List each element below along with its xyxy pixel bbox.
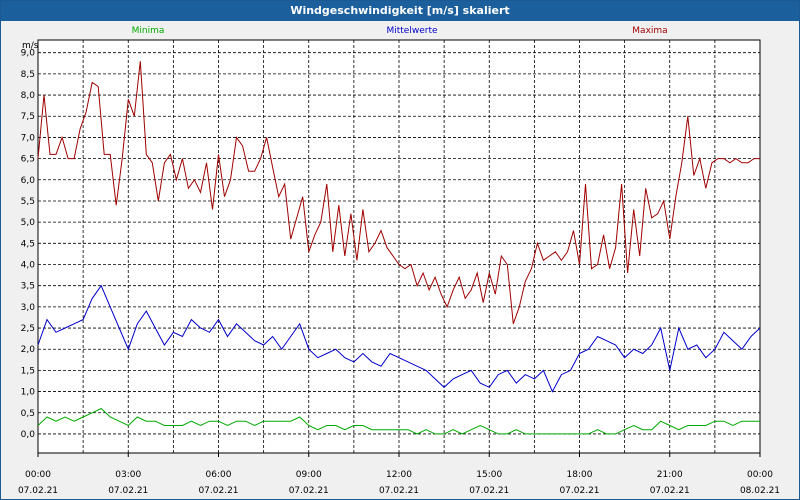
y-tick-label: 7,0	[21, 133, 36, 143]
y-tick-label: 5,5	[21, 197, 35, 207]
y-tick-label: 2,0	[21, 345, 36, 355]
window-title: Windgeschwindigkeit [m/s] skaliert	[1, 1, 799, 21]
legend-minima: Minima	[132, 26, 165, 36]
y-tick-label: 2,5	[21, 324, 35, 334]
x-tick-date: 08.02.21	[740, 486, 780, 496]
series-line-maxima	[37, 61, 760, 324]
x-tick-time: 03:00	[115, 470, 141, 480]
x-tick-time: 00:00	[747, 470, 773, 480]
x-tick-date: 07.02.21	[289, 486, 329, 496]
y-tick-label: 1,0	[21, 388, 36, 398]
x-tick-date: 07.02.21	[469, 486, 509, 496]
y-tick-label: 1,5	[21, 366, 35, 376]
x-tick-time: 12:00	[386, 470, 412, 480]
series-line-minima	[37, 407, 760, 435]
x-tick-time: 18:00	[567, 470, 593, 480]
legend-maxima: Maxima	[632, 26, 667, 36]
y-tick-label: 3,0	[21, 303, 36, 313]
x-tick-date: 07.02.21	[18, 486, 58, 496]
y-tick-label: 5,0	[21, 218, 36, 228]
legend-mittelwerte: Mittelwerte	[386, 26, 437, 36]
x-tick-date: 07.02.21	[650, 486, 690, 496]
y-tick-label: 4,5	[21, 239, 35, 249]
x-tick-date: 07.02.21	[379, 486, 419, 496]
x-tick-time: 15:00	[476, 470, 502, 480]
x-tick-time: 21:00	[657, 470, 683, 480]
y-axis-label: m/s	[22, 41, 39, 51]
y-tick-label: 3,5	[21, 282, 35, 292]
x-tick-date: 07.02.21	[198, 486, 238, 496]
x-tick-time: 09:00	[296, 470, 322, 480]
y-tick-label: 8,5	[21, 70, 35, 80]
x-tick-time: 06:00	[206, 470, 232, 480]
y-tick-label: 4,0	[21, 261, 36, 271]
y-tick-label: 8,0	[21, 91, 36, 101]
y-tick-label: 0,0	[21, 430, 36, 440]
x-tick-date: 07.02.21	[559, 486, 599, 496]
x-tick-date: 07.02.21	[108, 486, 148, 496]
y-tick-label: 6,0	[21, 176, 36, 186]
y-tick-label: 0,5	[21, 409, 35, 419]
y-tick-label: 9,0	[21, 49, 36, 59]
y-tick-label: 7,5	[21, 112, 35, 122]
y-tick-label: 6,5	[21, 155, 35, 165]
series-line-mittelwerte	[37, 284, 761, 393]
x-tick-time: 00:00	[25, 470, 51, 480]
